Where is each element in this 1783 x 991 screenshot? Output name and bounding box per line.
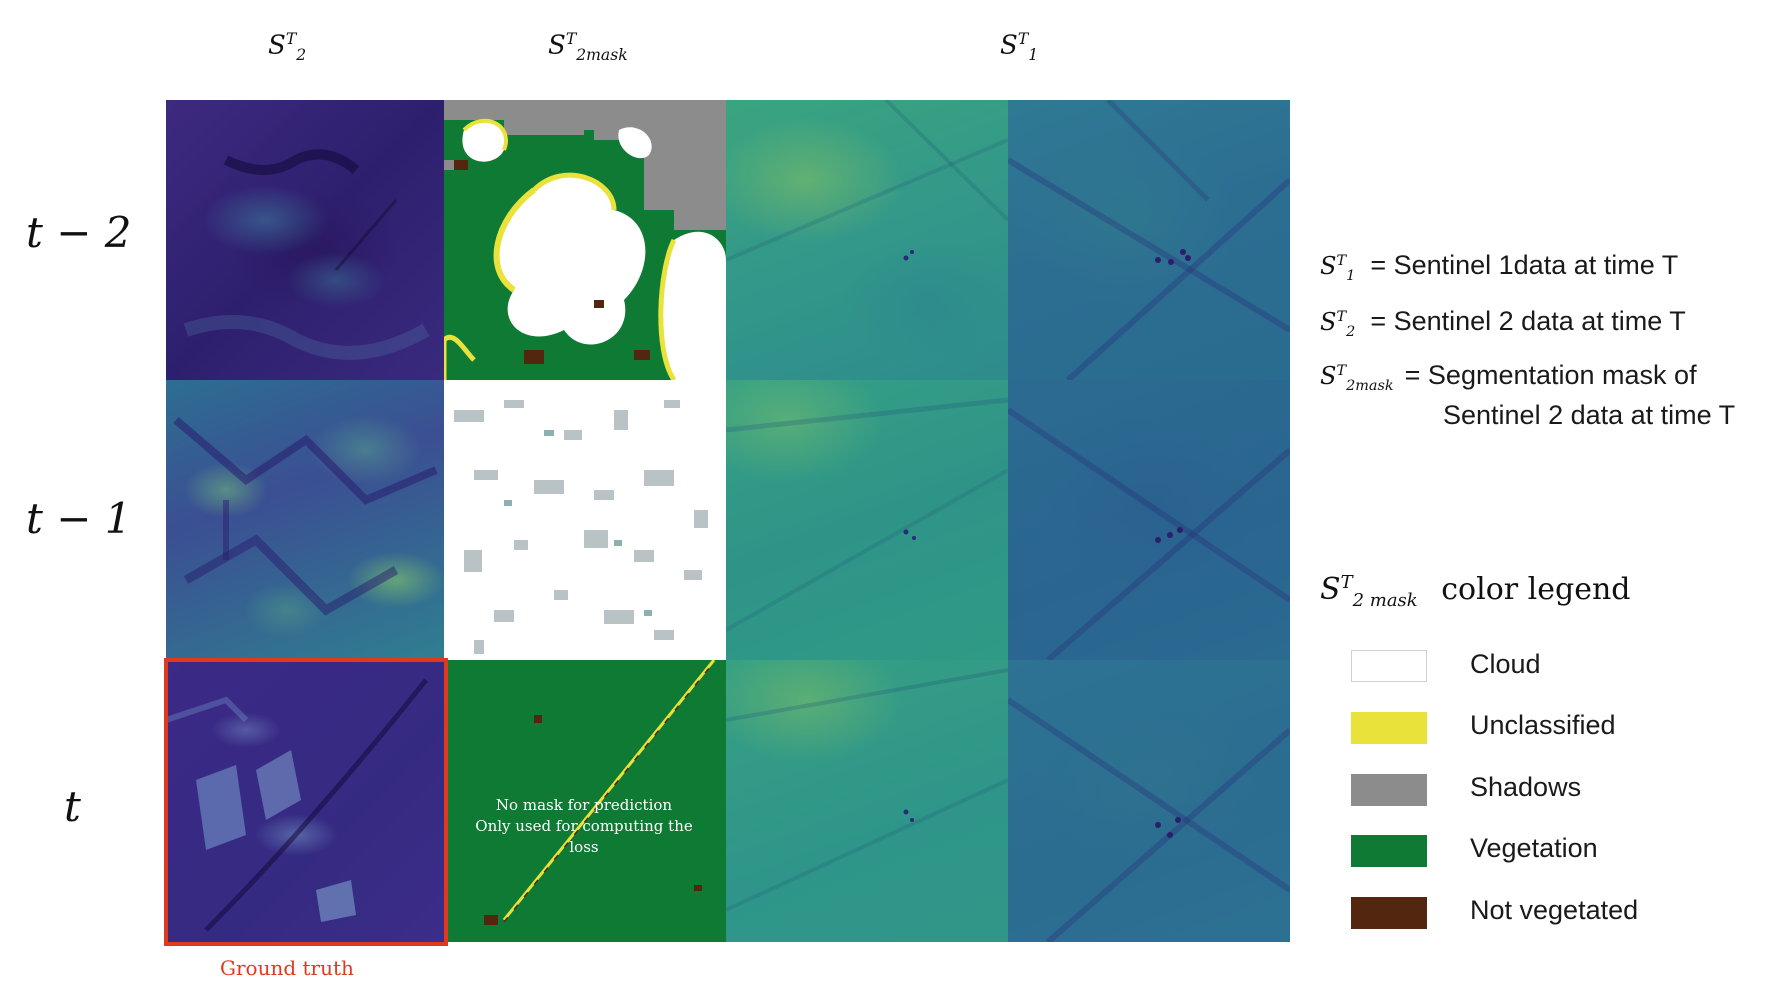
- s2-mask-t-minus-2: [444, 100, 726, 380]
- definition-s2-mask: ST2mask = Segmentation mask of: [1320, 360, 1697, 394]
- s2-image-t-minus-1: [166, 380, 444, 660]
- legend-label-vegetation: Vegetation: [1470, 833, 1598, 863]
- row-label-t-minus-1: t − 1: [26, 494, 132, 543]
- mask-note-line-1: No mask for prediction: [495, 796, 673, 814]
- column-header-s1: ST1: [1000, 30, 1039, 64]
- s1-image-a-t-minus-1: [726, 380, 1008, 660]
- column-header-s2-mask: ST2mask: [548, 30, 628, 64]
- row-label-t-minus-2: t − 2: [26, 208, 132, 257]
- column-header-s2: ST2: [268, 30, 307, 64]
- legend-title: ST2 mask color legend: [1320, 572, 1630, 611]
- s1-image-b-t-minus-2: [1008, 100, 1290, 380]
- mask-note-line-2: Only used for computing the loss: [475, 817, 693, 856]
- definition-s2-text: = Sentinel 2 data at time T: [1370, 306, 1686, 336]
- legend-title-symbol: ST2 mask: [1320, 572, 1418, 611]
- legend-label-shadows: Shadows: [1470, 772, 1582, 802]
- legend-label-not-vegetated: Not vegetated: [1470, 895, 1639, 925]
- legend-title-text: color legend: [1441, 572, 1631, 607]
- definition-s2-mask-symbol: ST2mask: [1320, 362, 1394, 394]
- row-label-t: t: [64, 782, 81, 831]
- legend-swatch-vegetation: [1351, 835, 1427, 867]
- legend-swatch-cloud: [1351, 650, 1427, 682]
- legend-label-unclassified: Unclassified: [1470, 710, 1616, 740]
- definition-s2: ST2 = Sentinel 2 data at time T: [1320, 306, 1686, 340]
- legend-label-cloud: Cloud: [1470, 649, 1541, 679]
- ground-truth-frame: [164, 658, 448, 946]
- definition-s1-symbol: ST1: [1320, 252, 1356, 284]
- s2-mask-t: [444, 660, 726, 942]
- s1-image-a-t: [726, 660, 1008, 942]
- definition-s1-text: = Sentinel 1data at time T: [1370, 250, 1679, 280]
- legend-swatch-shadows: [1351, 774, 1427, 806]
- s1-image-b-t-minus-1: [1008, 380, 1290, 660]
- s2-image-t-minus-2: [166, 100, 444, 380]
- s1-image-b-t: [1008, 660, 1290, 942]
- definition-s2-mask-text-continued: Sentinel 2 data at time T: [1443, 400, 1736, 430]
- s2-mask-t-minus-1: [444, 380, 726, 660]
- ground-truth-label: Ground truth: [220, 956, 354, 980]
- legend-swatch-not-vegetated: [1351, 897, 1427, 929]
- mask-note: No mask for prediction Only used for com…: [460, 795, 708, 858]
- definition-s1: ST1 = Sentinel 1data at time T: [1320, 250, 1678, 284]
- s2-image-t: [166, 660, 444, 942]
- definition-s2-symbol: ST2: [1320, 308, 1356, 340]
- legend-swatch-unclassified: [1351, 712, 1427, 744]
- s1-image-a-t-minus-2: [726, 100, 1008, 380]
- definition-s2-mask-text: = Segmentation mask of: [1404, 360, 1697, 390]
